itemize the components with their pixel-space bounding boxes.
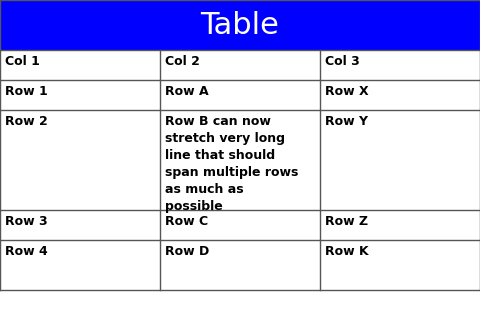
Text: Row B can now
stretch very long
line that should
span multiple rows
as much as
p: Row B can now stretch very long line tha… bbox=[165, 115, 298, 213]
Text: Table: Table bbox=[201, 11, 279, 39]
Bar bbox=[0, 0, 480, 50]
Text: Row X: Row X bbox=[324, 85, 368, 98]
Text: Row D: Row D bbox=[165, 245, 209, 258]
Text: Row 3: Row 3 bbox=[5, 215, 48, 228]
Text: Row Z: Row Z bbox=[324, 215, 368, 228]
Text: Row Y: Row Y bbox=[324, 115, 368, 128]
Text: Row 2: Row 2 bbox=[5, 115, 48, 128]
Text: Col 1: Col 1 bbox=[5, 55, 40, 68]
Text: Col 2: Col 2 bbox=[165, 55, 200, 68]
Text: Row C: Row C bbox=[165, 215, 208, 228]
Text: Row A: Row A bbox=[165, 85, 208, 98]
Text: Col 3: Col 3 bbox=[324, 55, 360, 68]
Text: Row 1: Row 1 bbox=[5, 85, 48, 98]
Text: Row 4: Row 4 bbox=[5, 245, 48, 258]
Text: Row K: Row K bbox=[324, 245, 368, 258]
